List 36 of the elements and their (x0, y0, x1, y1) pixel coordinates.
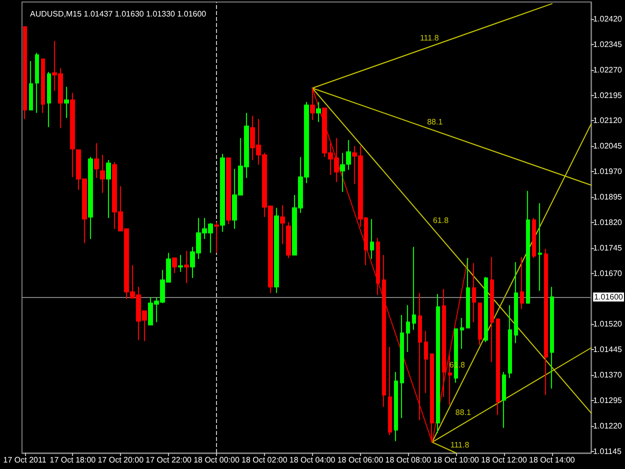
x-tick-label: 17 Oct 18:00 (50, 456, 96, 464)
ref-line-label: 1.01600 (594, 292, 624, 302)
y-tick-label: 1.02195 (593, 90, 623, 100)
y-tick-label: 1.01820 (593, 218, 623, 227)
x-tick-label: 18 Oct 06:00 (337, 456, 384, 464)
y-tick-label: 1.02045 (593, 142, 623, 151)
x-tick-label: 18 Oct 04:00 (289, 456, 336, 464)
x-tick-label: 18 Oct 10:00 (433, 456, 480, 464)
y-tick-label: 1.01445 (593, 345, 623, 354)
x-tick-label: 17 Oct 22:00 (146, 456, 192, 464)
x-tick-label: 18 Oct 08:00 (385, 456, 432, 464)
annotation: 111.8 (450, 440, 470, 450)
x-tick-label: 17 Oct 20:00 (98, 456, 144, 464)
y-tick-label: 1.01520 (593, 320, 623, 329)
annotation: 61.8 (432, 216, 450, 225)
y-tick-label: 1.02120 (593, 116, 623, 126)
x-tick-label: 18 Oct 12:00 (481, 456, 528, 464)
y-tick-label: 1.01145 (593, 446, 622, 456)
y-tick-label: 1.01895 (593, 192, 623, 202)
y-tick-label: 1.01370 (593, 370, 623, 380)
annotation: 111.8 (420, 33, 440, 42)
y-tick-label: 1.01220 (593, 421, 623, 430)
annotation: 88.1 (455, 408, 472, 418)
y-tick-label: 1.01670 (593, 268, 623, 278)
y-tick-label: 1.02270 (593, 65, 623, 74)
x-tick-label: 18 Oct 00:00 (194, 456, 240, 464)
y-tick-label: 1.01970 (593, 167, 623, 176)
x-tick-label: 17 Oct 2011 (3, 456, 47, 464)
y-tick-label: 1.02420 (593, 14, 623, 24)
x-tick-label: 18 Oct 02:00 (242, 456, 288, 464)
x-tick-label: 18 Oct 14:00 (529, 456, 576, 464)
y-tick-label: 1.01745 (593, 243, 623, 252)
text: AUDUSD,M15 1.01437 1.01630 1.01330 1.01600 (30, 10, 207, 18)
annotation: 88.1 (427, 118, 444, 126)
y-tick-label: 1.01295 (593, 396, 623, 405)
y-tick-label: 1.02345 (593, 40, 623, 49)
